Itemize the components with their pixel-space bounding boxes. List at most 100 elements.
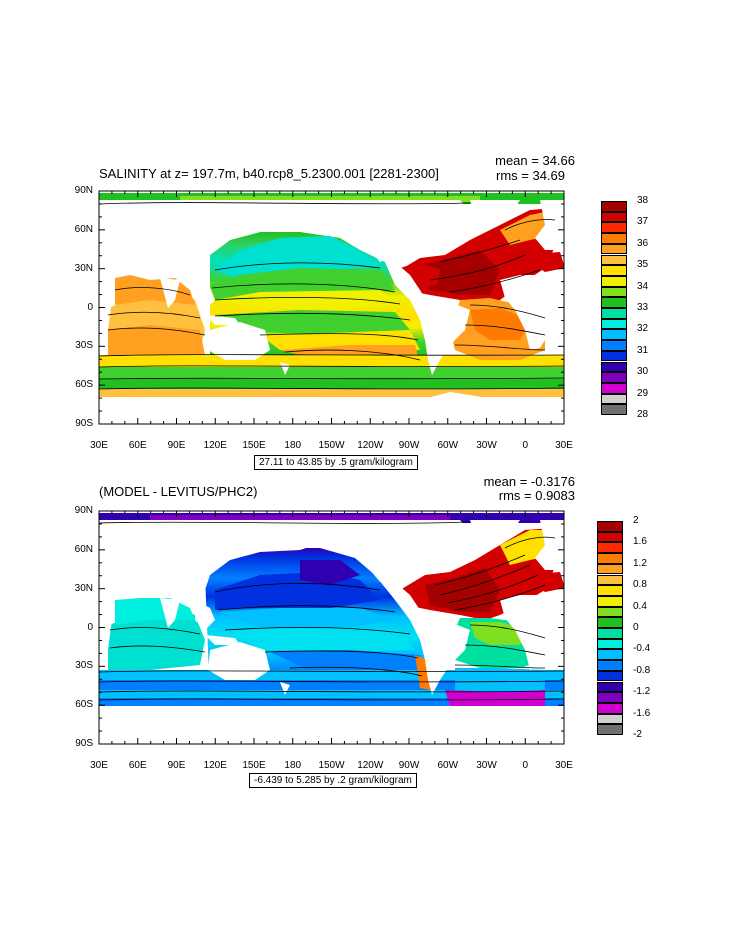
lon-tick-label: 30W — [476, 760, 497, 771]
lon-tick-label: 180 — [284, 760, 302, 771]
lat-tick-label: 30N — [74, 262, 93, 274]
colorbar-swatch — [597, 595, 623, 607]
lon-tick-label: 30E — [555, 760, 573, 771]
colorbar-swatch — [597, 681, 623, 693]
lon-tick-label: 60W — [437, 760, 459, 771]
colorbar-swatch — [601, 372, 627, 383]
colorbar-label: -2 — [633, 729, 642, 740]
colorbar-swatch — [597, 585, 623, 596]
colorbar-swatch — [601, 350, 627, 362]
colorbar-label: -1.6 — [633, 707, 651, 719]
panel-2-title: (MODEL - LEVITUS/PHC2) — [99, 484, 258, 499]
panel-1-contour-info: 27.11 to 43.85 by .5 gram/kilogram — [254, 455, 418, 470]
colorbar-swatch — [601, 361, 627, 373]
colorbar-swatch — [601, 308, 627, 319]
panel-2-rms: rms = 0.9083 — [498, 488, 575, 503]
colorbar-label: 28 — [637, 409, 649, 420]
colorbar-label: 29 — [637, 387, 649, 399]
colorbar-swatch — [597, 542, 623, 554]
panel-1-mean: mean = 34.66 — [495, 153, 575, 168]
lon-tick-label: 150W — [318, 440, 345, 451]
colorbar-swatch — [597, 713, 623, 725]
colorbar-swatch — [601, 211, 627, 223]
lon-tick-label: 60E — [128, 440, 147, 451]
lon-tick-label: 30E — [90, 760, 108, 771]
colorbar-swatch — [601, 201, 627, 212]
colorbar-label: 0.4 — [633, 600, 647, 612]
colorbar-label: 2 — [633, 515, 639, 526]
colorbar-label: 31 — [637, 344, 649, 356]
lon-tick-label: 150W — [318, 760, 345, 771]
colorbar-label: 32 — [637, 323, 649, 335]
lat-tick-label: 90N — [74, 505, 93, 516]
colorbar-swatch — [601, 329, 627, 341]
salinity-contours — [99, 202, 564, 390]
colorbar-swatch — [601, 275, 627, 287]
lon-tick-label: 30E — [555, 440, 573, 451]
colorbar-swatch — [601, 286, 627, 298]
panel-2-mean: mean = -0.3176 — [483, 474, 575, 489]
panel-1-title: SALINITY at z= 197.7m, b40.rcp8_5.2300.0… — [99, 166, 439, 181]
colorbar-swatch — [601, 265, 627, 276]
lon-tick-label: 60W — [437, 440, 459, 451]
colorbar-swatch — [597, 649, 623, 661]
colorbar-swatch — [601, 297, 627, 308]
colorbar-label: 0 — [633, 622, 639, 633]
lat-tick-label: 30S — [75, 660, 93, 672]
lon-tick-label: 150E — [242, 440, 266, 451]
lat-tick-label: 60S — [75, 699, 93, 711]
lon-tick-label: 180 — [284, 440, 302, 451]
lon-tick-label: 90E — [167, 760, 186, 771]
lon-tick-label: 90E — [167, 440, 186, 451]
lat-tick-label: 30S — [75, 340, 93, 352]
lon-tick-label: 30E — [90, 440, 108, 451]
colorbar-swatch — [597, 724, 623, 735]
colorbar-swatch — [597, 702, 623, 714]
lat-tick-label: 90S — [75, 738, 93, 749]
lon-tick-label: 30W — [476, 440, 497, 451]
colorbar-swatch — [597, 574, 623, 586]
lon-tick-label: 0 — [522, 760, 529, 771]
colorbar-swatch — [601, 382, 627, 394]
lon-tick-label: 0 — [522, 440, 529, 451]
lat-tick-label: 0 — [87, 301, 93, 313]
colorbar-label: 0.8 — [633, 579, 647, 591]
colorbar-label: 38 — [637, 195, 649, 206]
colorbar-swatch — [597, 617, 623, 628]
colorbar-swatch — [601, 254, 627, 266]
lon-tick-label: 150E — [242, 760, 266, 771]
difference-contours — [99, 521, 564, 701]
colorbar-swatch — [601, 404, 627, 415]
colorbar-swatch — [601, 243, 627, 255]
lat-tick-label: 90N — [74, 185, 93, 196]
lat-tick-label: 60N — [74, 223, 93, 235]
colorbar-swatch — [601, 318, 627, 330]
colorbar-swatch — [597, 531, 623, 543]
colorbar-label: 35 — [637, 259, 649, 271]
lon-tick-label: 120W — [357, 440, 384, 451]
colorbar-swatch — [597, 670, 623, 682]
colorbar-label: 37 — [637, 216, 649, 228]
lat-tick-label: 0 — [87, 621, 93, 633]
difference-map — [99, 513, 564, 744]
colorbar-label: 34 — [637, 280, 649, 292]
colorbar-label: 1.2 — [633, 557, 647, 569]
colorbar-swatch — [601, 340, 627, 351]
colorbar-label: -0.4 — [633, 643, 651, 655]
colorbar-swatch — [597, 660, 623, 671]
colorbar-swatch — [601, 222, 627, 234]
colorbar-label: 30 — [637, 366, 649, 378]
salinity-ocean-field — [99, 193, 564, 397]
colorbar-swatch — [597, 563, 623, 575]
colorbar-label: -0.8 — [633, 664, 651, 676]
land-masses-2 — [99, 520, 564, 744]
colorbar-label: 33 — [637, 302, 649, 313]
colorbar-swatch — [597, 521, 623, 532]
colorbar-label: 36 — [637, 237, 649, 249]
lon-tick-label: 90W — [398, 440, 420, 451]
salinity-map — [99, 193, 564, 424]
colorbar-label: 1.6 — [633, 536, 647, 548]
colorbar-swatch — [597, 692, 623, 703]
panel-1-rms: rms = 34.69 — [495, 168, 565, 183]
